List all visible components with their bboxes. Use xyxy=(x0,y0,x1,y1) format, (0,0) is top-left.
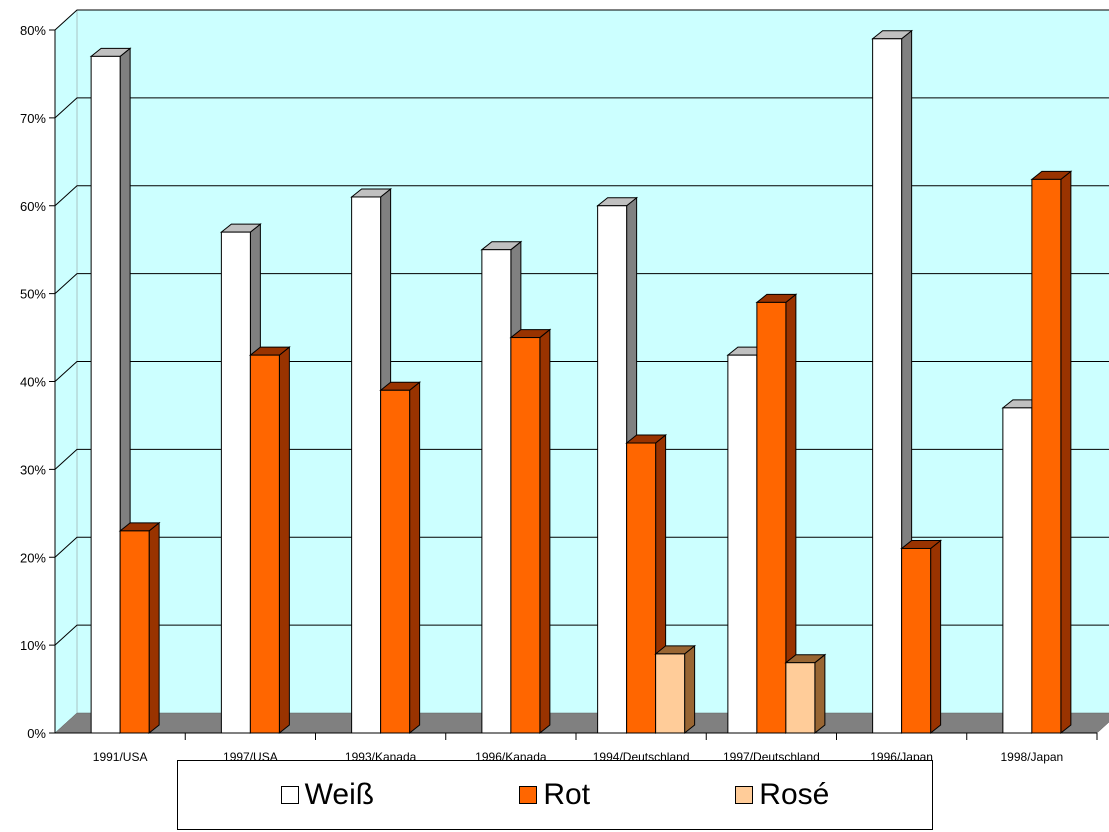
y-tick-label: 70% xyxy=(20,111,46,126)
bar xyxy=(118,521,161,735)
legend-label-rose: Rosé xyxy=(759,778,830,811)
gridline xyxy=(54,97,1109,119)
legend-item-rot: Rot xyxy=(519,778,590,812)
legend-label-rot: Rot xyxy=(543,778,591,811)
legend-swatch-rose xyxy=(735,786,754,804)
bar-front xyxy=(380,389,411,734)
bar-front xyxy=(727,354,758,734)
bar-side xyxy=(409,381,421,735)
bar-front xyxy=(90,55,121,734)
bar-front xyxy=(785,662,816,734)
legend-item-weiss: Weiß xyxy=(280,778,375,812)
bar-side xyxy=(814,653,826,735)
bar-front xyxy=(756,301,787,734)
legend-item-rose: Rosé xyxy=(735,778,829,812)
bar-front xyxy=(1002,407,1033,734)
bar-side xyxy=(539,328,551,735)
y-tick-label: 50% xyxy=(20,287,46,302)
y-tick-label: 80% xyxy=(20,23,46,38)
bar-front xyxy=(249,354,280,734)
y-tick-label: 30% xyxy=(20,462,46,477)
y-tick-label: 20% xyxy=(20,550,46,565)
bar xyxy=(654,644,697,735)
gridline xyxy=(54,273,1109,294)
bar-front xyxy=(220,231,251,734)
y-tick-label: 60% xyxy=(20,199,46,214)
bar xyxy=(755,293,798,735)
bar-front xyxy=(872,38,903,734)
gridline xyxy=(54,9,1109,31)
legend-swatch-rot xyxy=(519,786,538,804)
bar-front xyxy=(510,337,541,734)
bar-front xyxy=(655,653,686,734)
bar xyxy=(1030,170,1073,735)
bar-side xyxy=(148,521,160,735)
bar-front xyxy=(119,530,150,734)
legend-label-weiss: Weiß xyxy=(304,778,375,811)
bar-front xyxy=(901,547,932,734)
bar-side xyxy=(1060,170,1072,735)
legend: Weiß Rot Rosé xyxy=(177,760,933,830)
gridline xyxy=(54,185,1109,207)
y-tick-label: 10% xyxy=(20,638,46,653)
x-tick-label: 1998/Japan xyxy=(1001,750,1064,764)
bar xyxy=(379,381,422,735)
bar-front xyxy=(351,196,382,734)
bar xyxy=(248,346,291,735)
chart-floor xyxy=(54,712,1109,734)
y-tick-label: 40% xyxy=(20,375,46,390)
bar-side xyxy=(930,539,942,735)
bar xyxy=(871,29,914,735)
bar-front xyxy=(481,249,512,734)
bar-front xyxy=(597,205,628,734)
bar-front xyxy=(1031,178,1062,734)
legend-swatch-weiss xyxy=(280,786,299,804)
bar xyxy=(784,653,827,735)
bar xyxy=(509,328,552,735)
y-tick-label: 0% xyxy=(27,726,46,741)
bar-side xyxy=(684,644,696,735)
x-tick-label: 1991/USA xyxy=(93,750,148,764)
bar-side xyxy=(278,346,290,735)
bar-front xyxy=(626,442,657,734)
bar xyxy=(900,539,943,735)
